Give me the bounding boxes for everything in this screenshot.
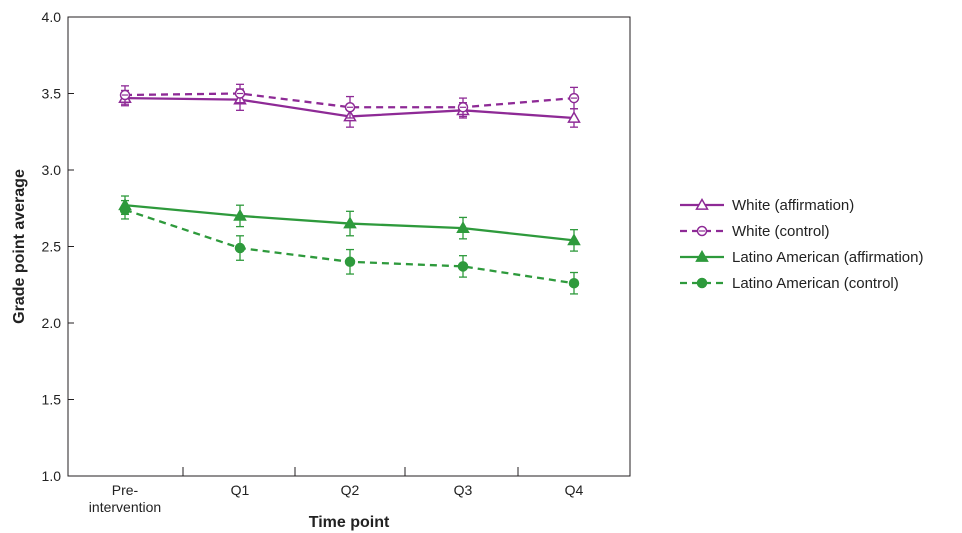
legend-item: White (affirmation) [680,197,854,214]
series-latino-american-affirmation [118,195,581,252]
legend-label: Latino American (affirmation) [732,249,923,266]
x-tick-label: Pre-intervention [89,482,161,515]
series-white-control [119,83,580,119]
legend-item: Latino American (affirmation) [680,249,923,266]
data-point [234,242,246,254]
chart-series [118,83,581,295]
x-tick-label: Q3 [454,482,473,498]
y-tick-label: 3.0 [42,162,62,178]
data-point [568,277,580,289]
plot-frame [67,16,631,477]
data-point [233,208,247,221]
data-point [343,216,357,229]
legend-label: White (affirmation) [732,197,854,214]
legend-item: Latino American (control) [680,275,899,292]
x-tick-label: Q4 [565,482,584,498]
data-point [344,256,356,268]
legend-marker [695,249,709,262]
series-latino-american-control [119,199,580,295]
data-point [567,233,581,246]
data-point [456,221,470,234]
legend-marker [696,277,708,289]
data-point [119,204,131,216]
legend-item: White (control) [680,223,830,240]
chart-axes: 1.0 1.5 2.0 2.5 3.0 3.5 4.0 Pre-intervention Q1 Q… [42,9,631,515]
data-point [567,110,581,123]
y-tick-label: 1.5 [42,392,62,408]
y-tick-label: 1.0 [42,468,62,484]
y-tick-label: 2.5 [42,239,62,255]
chart-legend: White (affirmation) White (control) Latino… [680,197,923,292]
legend-label: Latino American (control) [732,275,899,292]
y-tick-label: 3.5 [42,86,62,102]
data-point [457,261,469,272]
legend-marker [695,197,709,210]
x-tick-label: Q2 [341,482,360,498]
y-axis-title: Grade point average [11,169,28,324]
legend-label: White (control) [732,223,830,240]
y-tick-label: 4.0 [42,9,62,25]
x-tick-label: Q1 [231,482,250,498]
x-axis-title: Time point [309,514,390,531]
y-tick-label: 2.0 [42,315,62,331]
series-line [124,92,575,109]
